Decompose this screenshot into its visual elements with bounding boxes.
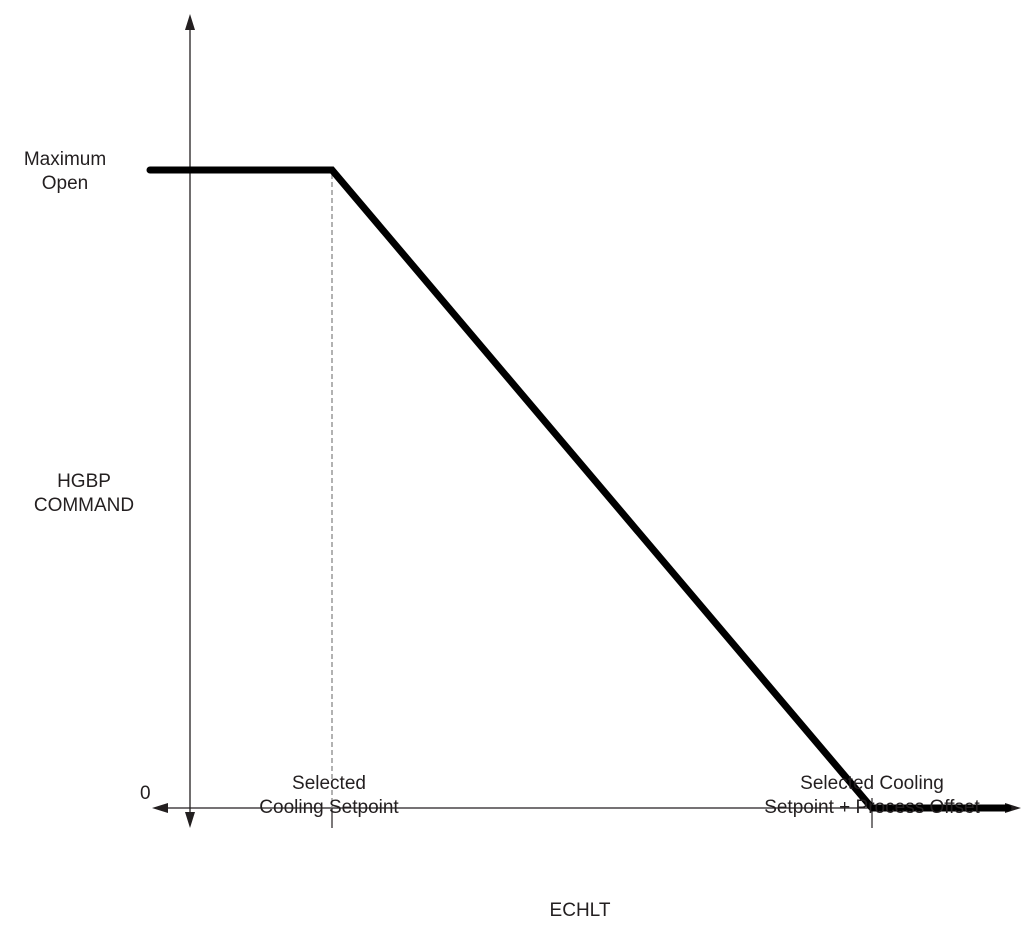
y-tick-label-max-line2: Open [41,173,89,194]
y-axis-arrow-down [185,812,195,828]
x-tick-label-setpoint-line1: Selected [292,773,366,794]
y-axis-label-line1: HGBP [57,471,111,492]
x-tick-label-offset-line2: Setpoint + Process Offset [764,797,980,818]
axes [152,14,1021,828]
y-tick-label-max-line1: Maximum [23,149,107,170]
y-axis-arrow-up [185,14,195,30]
series [146,166,1012,812]
y-tick-label-max: Maximum Open [0,148,130,196]
y-axis-label: HGBP COMMAND [0,470,168,518]
x-axis-label: ECHLT [549,900,611,921]
x-tick-label-offset-line1: Selected Cooling [800,773,944,794]
y-axis-label-line2: COMMAND [33,495,135,516]
x-tick-label-setpoint: Selected Cooling Setpoint [213,772,445,820]
x-tick-label-setpoint-line2: Cooling Setpoint [259,797,399,818]
y-tick-label-zero: 0 [140,783,151,804]
hgbp-command-line [146,166,1012,812]
x-tick-label-setpoint-plus-offset: Selected Cooling Setpoint + Process Offs… [722,772,1022,820]
x-axis-arrow-left [152,803,168,813]
